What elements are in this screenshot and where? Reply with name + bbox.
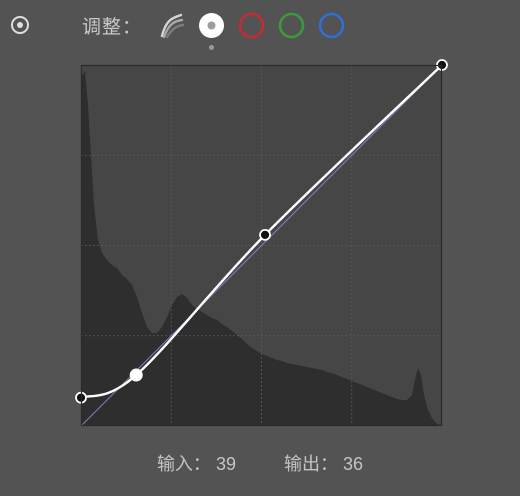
white-circle-icon: [199, 12, 225, 38]
plot-border: [80, 64, 443, 427]
input-value: 39: [215, 454, 236, 474]
blue-channel-button[interactable]: [318, 12, 345, 39]
curve-readout: 输入： 39 输出： 36: [0, 450, 520, 476]
active-control-point[interactable]: [129, 368, 143, 382]
blue-circle-icon: [318, 12, 345, 38]
selected-indicator: [209, 44, 215, 50]
red-circle-icon: [238, 12, 265, 38]
input-label: 输入：: [156, 454, 211, 474]
luminance-curves-icon[interactable]: [158, 12, 185, 39]
red-channel-button[interactable]: [238, 12, 265, 39]
tone-curve-editor[interactable]: [75, 59, 448, 427]
identity-baseline: [80, 64, 443, 427]
rgb-channel-button[interactable]: [198, 12, 225, 50]
adjust-label: 调整：: [82, 16, 143, 38]
target-adjust-icon[interactable]: [9, 14, 31, 36]
output-label: 输出：: [284, 454, 339, 474]
output-value: 36: [343, 454, 364, 474]
channel-toolbar: 调整：: [82, 10, 358, 50]
green-circle-icon: [278, 12, 305, 38]
green-channel-button[interactable]: [278, 12, 305, 39]
tone-curve[interactable]: [80, 64, 443, 399]
control-point[interactable]: [259, 228, 271, 241]
